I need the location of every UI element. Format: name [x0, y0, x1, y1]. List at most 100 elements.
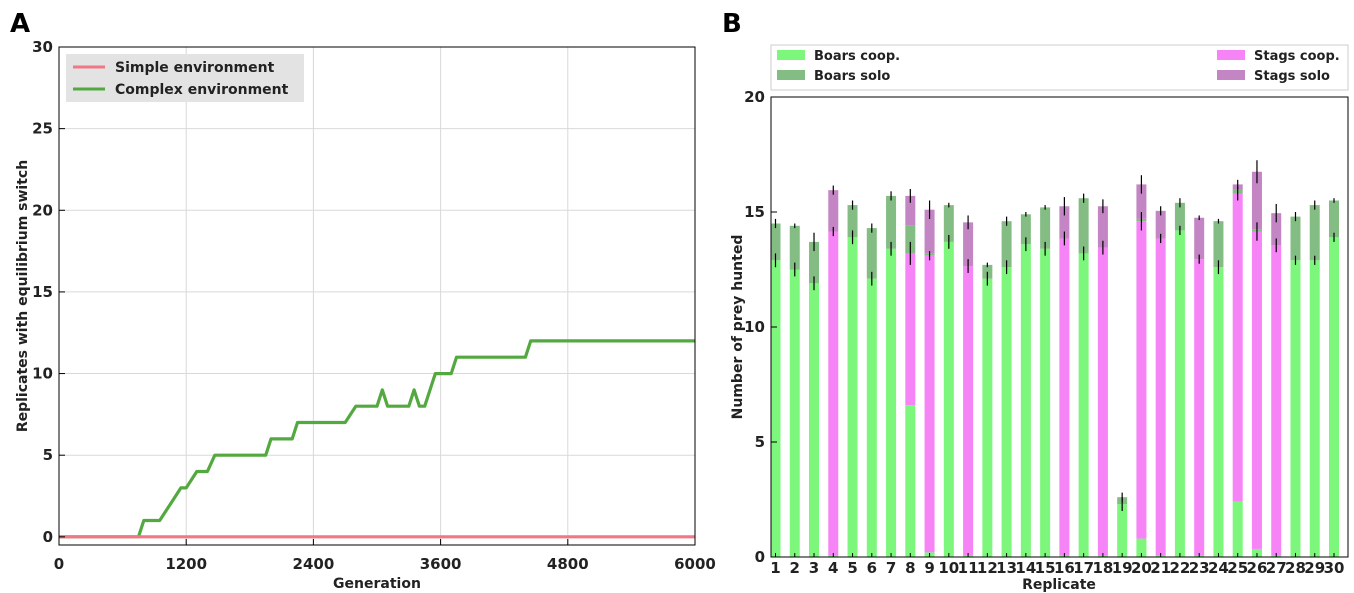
- legend-b-box: [770, 44, 1349, 91]
- bar-boars-solo: [1078, 198, 1089, 254]
- legend-stags-solo-swatch: [1217, 70, 1245, 80]
- bar-boars-solo: [809, 241, 820, 284]
- bar-boars-solo: [1213, 221, 1224, 268]
- bar-boars-coop: [905, 405, 916, 557]
- x-tick-label: 7: [886, 559, 896, 577]
- bar-boars-solo: [886, 195, 897, 249]
- bar-boars-coop: [1329, 237, 1339, 558]
- x-tick-label: 1200: [165, 555, 207, 573]
- bar-stags-coop: [905, 253, 916, 406]
- x-tick-label: 11: [958, 559, 979, 577]
- x-tick-label: 5: [847, 559, 857, 577]
- x-tick-label: 1: [770, 559, 780, 577]
- bar-boars-solo: [1040, 207, 1051, 249]
- x-tick-label: 12: [977, 559, 998, 577]
- bar-boars-coop: [847, 237, 858, 558]
- y-tick-label: 0: [43, 528, 53, 546]
- y-axis-label-a: Replicates with equilibrium switch: [15, 160, 31, 432]
- y-tick-label: 25: [32, 120, 53, 138]
- stacked-bars: [770, 171, 1339, 558]
- series-line-complex: [59, 339, 695, 539]
- x-tick-label: 13: [996, 559, 1017, 577]
- x-tick-label: 2: [790, 559, 800, 577]
- bar-stags-coop: [828, 231, 839, 556]
- y-axis-label-b: Number of prey hunted: [730, 235, 746, 420]
- bar-stags-solo: [1155, 210, 1166, 239]
- bar-stags-coop: [1251, 231, 1262, 549]
- bar-boars-solo: [1001, 221, 1012, 268]
- legend-a-box: [66, 54, 304, 102]
- bar-stags-solo: [963, 222, 974, 267]
- bar-stags-solo: [1271, 213, 1282, 246]
- bar-boars-solo: [905, 225, 916, 254]
- bar-stags-coop: [1155, 238, 1166, 556]
- bar-boars-coop: [1040, 248, 1051, 558]
- bar-stags-solo: [1097, 206, 1108, 248]
- x-tick-label: 3: [809, 559, 819, 577]
- bar-stags-coop: [1271, 245, 1282, 556]
- bar-boars-coop: [1136, 538, 1147, 557]
- legend-b: Boars coop. Boars solo Stags coop. Stags…: [770, 44, 1349, 91]
- bar-boars-solo: [1174, 202, 1185, 231]
- bar-boars-coop: [1078, 253, 1089, 557]
- legend-complex-label: Complex environment: [115, 82, 289, 98]
- y-tick-label: 5: [755, 433, 765, 451]
- x-tick-label: 18: [1092, 559, 1113, 577]
- x-tick-label: 23: [1189, 559, 1210, 577]
- y-tick-label: 20: [32, 201, 53, 219]
- x-tick-label: 16: [1054, 559, 1075, 577]
- series-lines: [59, 339, 695, 539]
- bar-stags-solo: [1251, 171, 1262, 230]
- bar-boars-coop: [1309, 260, 1320, 557]
- grid-a: [59, 47, 695, 545]
- bar-stags-solo: [905, 195, 916, 226]
- bar-boars-coop: [1020, 244, 1031, 557]
- legend-boars-coop-swatch: [777, 50, 805, 60]
- error-bars: [774, 160, 1335, 511]
- x-tick-label: 27: [1266, 559, 1287, 577]
- bar-boars-solo: [1309, 205, 1320, 261]
- x-tick-label: 28: [1285, 559, 1306, 577]
- bar-boars-coop: [789, 269, 800, 557]
- x-tick-label: 0: [54, 555, 64, 573]
- panel-label-b: B: [722, 9, 742, 39]
- bar-boars-solo: [770, 223, 781, 261]
- y-tick-label: 20: [744, 88, 765, 106]
- bar-boars-solo: [1329, 200, 1339, 238]
- bar-boars-coop: [1001, 267, 1012, 557]
- x-axis-label-b: Replicate: [1022, 577, 1096, 593]
- bar-boars-solo: [789, 225, 800, 270]
- y-tick-label: 0: [755, 548, 765, 566]
- bar-boars-coop: [1117, 504, 1128, 557]
- bar-stags-solo: [1059, 206, 1070, 239]
- plot-frame-a: [58, 46, 696, 546]
- x-tick-label: 29: [1304, 559, 1325, 577]
- x-tick-label: 8: [905, 559, 915, 577]
- line-chart: 0 1200 2400 3600 4800 6000 0 5 10 15 20 25 30 Genera…: [15, 38, 716, 592]
- legend-simple-label: Simple environment: [115, 60, 275, 76]
- bar-boars-coop: [866, 278, 877, 557]
- bar-stags-coop: [1059, 238, 1070, 556]
- x-tick-label: 17: [1073, 559, 1094, 577]
- bar-boars-coop: [982, 278, 993, 557]
- x-tick-label: 20: [1131, 559, 1152, 577]
- x-tick-label: 3600: [420, 555, 462, 573]
- y-tick-label: 10: [744, 318, 765, 336]
- ticks-a: 0 1200 2400 3600 4800 6000 0 5 10 15 20 25 30: [32, 38, 716, 573]
- bar-boars-solo: [1020, 214, 1031, 245]
- bar-boars-coop: [1174, 230, 1185, 557]
- x-tick-label: 19: [1112, 559, 1133, 577]
- x-tick-label: 24: [1208, 559, 1229, 577]
- bar-boars-coop: [1290, 260, 1301, 557]
- y-tick-label: 15: [744, 203, 765, 221]
- bar-boars-solo: [943, 205, 954, 242]
- legend-stags-coop-label: Stags coop.: [1254, 49, 1340, 64]
- bar-chart: 1 2 3 4 5 6 7 8 9 1011121314151617181920212223242…: [730, 44, 1349, 593]
- x-tick-label: 4: [828, 559, 838, 577]
- x-tick-label: 10: [938, 559, 959, 577]
- bar-stags-coop: [963, 266, 974, 556]
- x-tick-label: 6000: [674, 555, 716, 573]
- x-axis-label-a: Generation: [333, 576, 421, 592]
- y-tick-label: 15: [32, 283, 53, 301]
